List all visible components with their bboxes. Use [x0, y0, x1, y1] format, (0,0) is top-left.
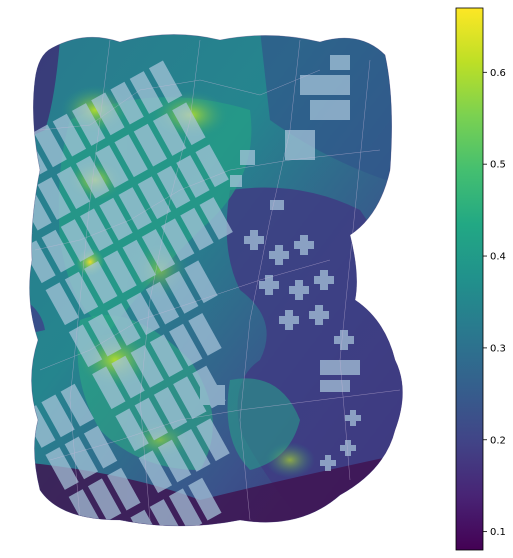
- colorbar-ticks: 0.1 0.2 0.3 0.4 0.5 0.6: [483, 68, 506, 538]
- colorbar-tick-label: 0.6: [490, 68, 506, 79]
- colorbar-gradient: [456, 8, 483, 550]
- colorbar: 0.1 0.2 0.3 0.4 0.5 0.6: [420, 0, 513, 558]
- colorbar-tick-label: 0.5: [490, 160, 506, 171]
- colorbar-tick-label: 0.4: [490, 252, 506, 263]
- colorbar-tick-label: 0.3: [490, 343, 506, 354]
- colorbar-tick-label: 0.1: [490, 527, 506, 538]
- street-network-choropleth-map: [0, 0, 420, 558]
- colorbar-tick-label: 0.2: [490, 435, 506, 446]
